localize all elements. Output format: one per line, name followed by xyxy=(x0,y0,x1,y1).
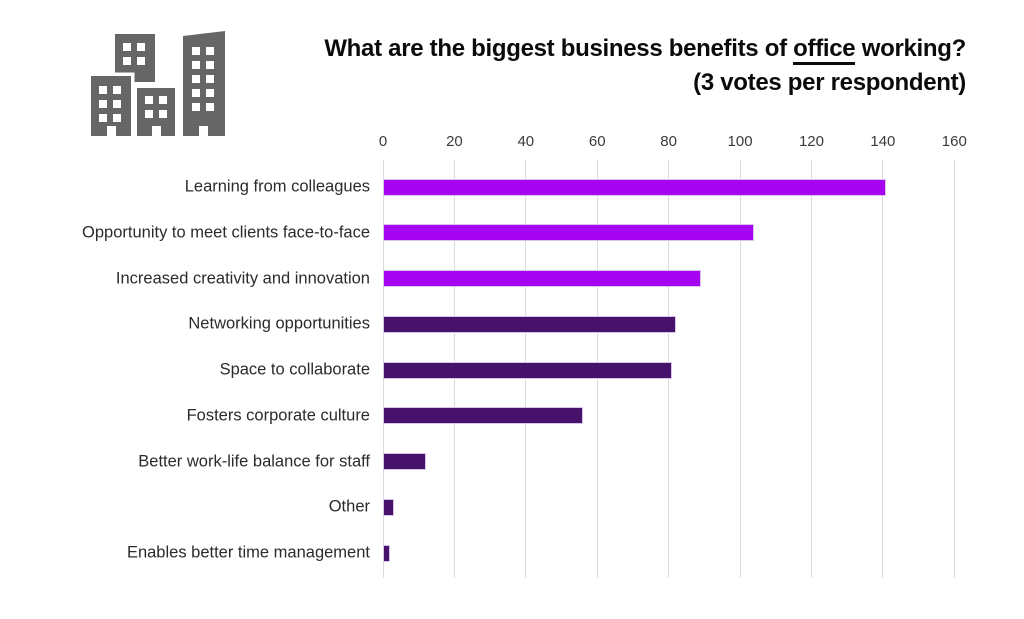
category-label: Learning from colleagues xyxy=(184,177,370,196)
bar xyxy=(383,498,394,516)
bar xyxy=(383,407,583,425)
bar xyxy=(383,453,426,471)
bar xyxy=(383,178,887,196)
buildings-icon xyxy=(80,28,228,140)
grid-line xyxy=(882,160,884,578)
plot-area xyxy=(382,160,990,578)
x-axis-tick-label: 100 xyxy=(727,133,753,150)
grid-line xyxy=(810,160,812,578)
category-label: Other xyxy=(328,497,370,516)
bar xyxy=(383,224,755,242)
bar xyxy=(383,270,701,288)
grid-line xyxy=(953,160,955,578)
title-text-prefix: What are the biggest business benefits o… xyxy=(324,35,794,62)
category-label: Networking opportunities xyxy=(188,314,370,333)
x-axis: 0 20 40 60 80 100 120 140 160 xyxy=(379,133,990,153)
x-axis-tick-label: 0 xyxy=(378,133,388,150)
bar xyxy=(383,544,391,562)
grid-line xyxy=(739,160,741,578)
bar xyxy=(383,315,676,333)
title-text-underlined: office xyxy=(793,35,856,65)
chart-title-line1: What are the biggest business benefits o… xyxy=(300,32,966,66)
chart-subtitle: (3 votes per respondent) xyxy=(693,69,966,96)
chart-title: What are the biggest business benefits o… xyxy=(300,32,966,100)
x-axis-tick-label: 20 xyxy=(446,133,463,150)
x-axis-tick-label: 40 xyxy=(517,133,535,150)
x-axis-tick-label: 140 xyxy=(870,133,896,150)
bar xyxy=(383,361,673,379)
category-label: Increased creativity and innovation xyxy=(115,269,370,288)
x-axis-tick-label: 80 xyxy=(660,133,677,150)
category-label: Enables better time management xyxy=(126,543,370,562)
x-axis-tick-label: 160 xyxy=(941,133,967,150)
title-text-suffix: working? xyxy=(855,35,967,62)
x-axis-tick-label: 120 xyxy=(798,133,824,150)
category-label: Space to collaborate xyxy=(219,360,370,379)
x-axis-tick-label: 60 xyxy=(588,133,606,150)
y-axis-labels: Learning from colleagues Opportunity to m… xyxy=(0,160,370,578)
category-label: Better work-life balance for staff xyxy=(138,452,370,471)
category-label: Opportunity to meet clients face-to-face xyxy=(82,223,370,242)
category-label: Fosters corporate culture xyxy=(186,406,370,425)
